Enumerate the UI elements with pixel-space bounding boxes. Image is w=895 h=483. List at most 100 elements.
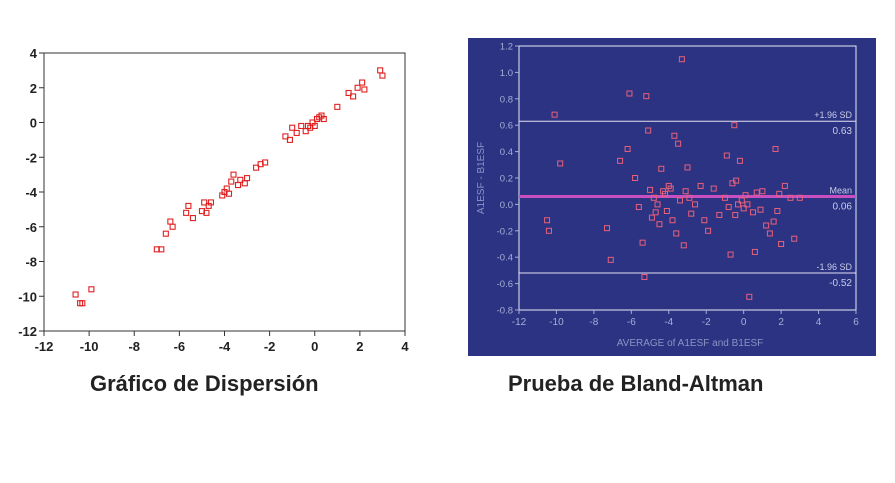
scatter-point [311,122,318,130]
scatter-point [183,209,190,216]
scatter-point [88,286,95,293]
x-tick-label: 0 [311,339,318,354]
scatter-point [79,300,86,307]
scatter-point [379,72,386,79]
bland-altman-point [770,218,777,225]
x-tick-label: -4 [664,317,673,328]
x-tick-label: 6 [853,317,859,328]
scatter-point [293,129,300,136]
scatter-point [189,215,196,222]
bland-altman-point [680,242,687,249]
bland-altman-point [617,157,624,164]
bland-altman-point [647,186,654,193]
bland-altman-point [781,182,788,189]
chart-caption-right: Prueba de Bland-Altman [508,371,764,396]
y-tick-label: 0.8 [500,94,513,105]
y-tick-label: -8 [25,255,37,270]
x-tick-label: 2 [778,317,784,328]
x-tick-label: -10 [549,317,564,328]
y-tick-label: 0.4 [500,147,513,158]
y-tick-label: 0.2 [500,174,513,185]
scatter-point [320,115,327,123]
bland-altman-point [545,227,552,234]
bland-altman-point [688,210,695,217]
bland-altman-point [744,201,751,208]
x-tick-label: -12 [512,317,527,328]
scatter-point [228,178,235,185]
bland-altman-point [731,122,738,129]
scatter-point [286,136,293,143]
scatter-point [359,79,366,86]
x-tick-label: -8 [589,317,598,328]
bland-altman-point [656,221,663,228]
x-axis-label: AVERAGE of A1ESF and B1ESF [617,338,764,349]
bland-altman-point [732,211,739,218]
y-tick-label: 1.2 [500,42,513,53]
scatter-chart-left: -12 -10 -8 -6 -4 -2 0 2 4 4 2 0 -2 -4 -6 -8 -10 -12 [18,46,409,354]
bland-altman-point [686,194,693,201]
bland-altman-point [727,251,734,258]
scatter-point [72,291,79,298]
bland-altman-point [791,235,798,242]
scatter-point [169,223,176,230]
bland-altman-point [721,194,728,201]
y-tick-label: -10 [18,289,37,304]
bland-altman-point [778,241,785,247]
bland-altman-point [645,127,652,134]
reference-label-mean: Mean [829,185,852,195]
x-tick-label: -4 [219,339,231,354]
bland-altman-point [544,217,551,224]
reference-label-lower: -1.96 SD [816,262,852,272]
scatter-point [253,164,260,171]
scatter-point [350,93,357,100]
bland-altman-point [735,201,742,208]
y-tick-label: -4 [25,185,37,200]
bland-altman-point [677,197,684,204]
bland-altman-point [733,177,740,184]
scatter-point [201,199,208,206]
x-tick-label: -10 [80,339,99,354]
x-tick-label: 4 [401,339,409,354]
x-tick-label: 0 [741,317,747,328]
bland-altman-point [643,93,650,100]
bland-altman-point [796,194,803,201]
bland-altman-point [763,222,770,229]
y-tick-label: 0.0 [500,200,513,211]
x-tick-label: 4 [816,317,822,328]
bland-altman-point [716,211,723,218]
scatter-point [225,190,233,197]
bland-altman-point [662,190,669,197]
bland-altman-point [669,217,676,224]
chart-caption-left: Gráfico de Dispersión [90,371,319,396]
bland-altman-point [551,111,558,118]
x-tick-label: -6 [627,317,636,328]
scatter-point [203,209,210,216]
bland-altman-point [751,248,758,255]
bland-altman-point [787,194,794,201]
bland-altman-point [632,175,639,181]
bland-altman-point [635,204,642,211]
scatter-point [334,103,341,110]
y-tick-label: 4 [30,46,38,61]
bland-altman-point [671,132,678,139]
bland-altman-point [624,145,631,152]
reference-value-upper: 0.63 [833,126,853,137]
bland-altman-point [603,225,610,232]
bland-altman-point [641,274,648,280]
scatter-point [162,230,169,237]
y-tick-label: 0 [30,116,37,131]
y-axis-label: A1ESF - B1ESF [476,142,487,214]
y-tick-label: -0.6 [497,279,513,290]
bland-altman-point [753,189,760,196]
bland-altman-point [772,145,779,152]
bland-altman-point [557,160,564,167]
bland-altman-point [736,157,743,164]
y-tick-label: 2 [30,81,37,96]
bland-altman-point [776,190,783,197]
bland-altman-point [654,201,661,208]
bland-altman-point [759,188,766,195]
reference-value-lower: -0.52 [829,278,852,289]
reference-label-upper: +1.96 SD [814,110,852,120]
bland-altman-point [639,239,646,246]
bland-altman-point [738,197,745,204]
